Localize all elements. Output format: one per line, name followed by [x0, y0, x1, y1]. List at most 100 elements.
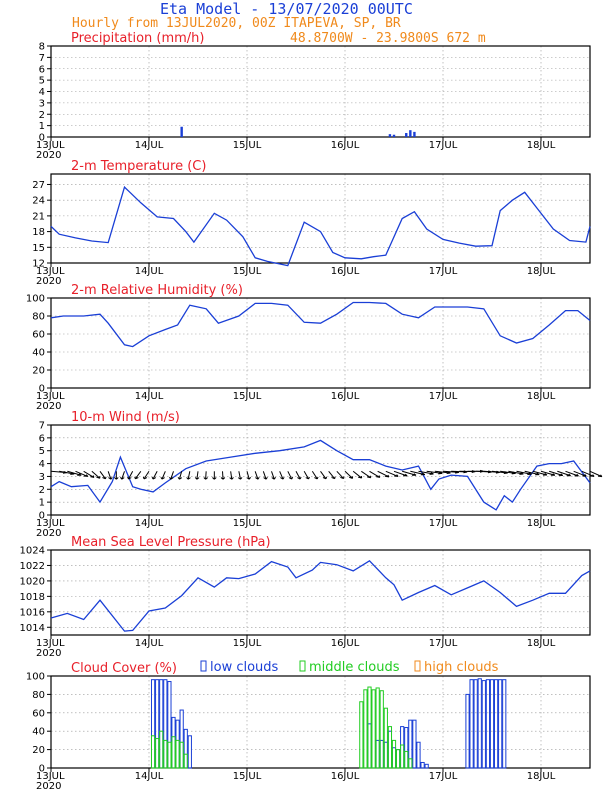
x-tick-label: 17JUL	[429, 266, 458, 277]
wind-vector	[295, 471, 301, 480]
wind-vector-head	[314, 476, 319, 480]
wind-vector	[121, 471, 125, 480]
cloud-bar-low	[465, 693, 470, 769]
wind-vector-head	[582, 474, 587, 477]
cloud-bar-middle	[391, 739, 397, 769]
panel-frame	[50, 173, 591, 264]
wind-line	[50, 439, 591, 511]
wind-vector-head	[322, 476, 328, 480]
x-tick-label: 13JUL	[36, 391, 65, 402]
x-tick-label: 16JUL	[331, 771, 360, 782]
cloud-bar-low	[469, 679, 474, 769]
wind-vector-head	[412, 473, 417, 476]
wind-vector	[271, 471, 275, 480]
x-tick-label: 13JUL	[36, 518, 65, 529]
wind-vector-head	[340, 476, 345, 480]
wind-vector	[67, 470, 82, 476]
wind-vector-head	[597, 474, 603, 478]
cloud-bar-middle	[179, 741, 184, 769]
x-tick-label: 18JUL	[527, 518, 556, 529]
wind-vector-head	[527, 472, 532, 476]
cloud-bar-middle	[395, 749, 401, 769]
y-tick-label: 15	[32, 243, 45, 254]
wind-vector-head	[590, 474, 595, 477]
wind-vector-head	[102, 476, 107, 480]
wind-vector-head	[212, 477, 217, 480]
wind-vector	[352, 470, 362, 479]
y-tick-label: 5	[39, 446, 45, 457]
x-tick-label: 17JUL	[429, 518, 458, 529]
cloud-bar-low	[412, 719, 417, 769]
y-tick-label: 7	[39, 53, 45, 64]
x-tick-year-label: 2020	[36, 528, 61, 539]
y-tick-label: 4	[39, 459, 45, 470]
panel-frame	[50, 45, 591, 138]
y-tick-label: 0	[39, 133, 45, 144]
wind-vector-head	[558, 473, 564, 477]
wind-vector	[557, 470, 571, 477]
wind-vector	[516, 470, 532, 475]
y-tick-label: 12	[32, 259, 45, 270]
x-tick-label: 14JUL	[135, 638, 164, 649]
wind-vector-head	[142, 476, 148, 480]
x-tick-label: 17JUL	[429, 391, 458, 402]
wind-vector-head	[127, 476, 132, 480]
wind-vector-head	[367, 475, 372, 479]
wind-vector	[230, 471, 233, 480]
cloud-bar-low	[477, 678, 482, 769]
precip-bar	[409, 130, 412, 137]
wind-vector-head	[108, 476, 113, 480]
x-tick-label: 18JUL	[527, 638, 556, 649]
wind-vector	[410, 470, 425, 476]
x-tick-label: 13JUL	[36, 638, 65, 649]
y-tick-label: 0	[39, 764, 45, 775]
rh-line	[50, 301, 591, 348]
wind-vector	[491, 470, 508, 474]
x-tick-label: 15JUL	[233, 771, 262, 782]
wind-vector-head	[535, 472, 540, 476]
wind-vector-head	[305, 476, 310, 480]
wind-vector	[75, 470, 88, 477]
wind-vector	[59, 470, 75, 475]
panel-frame	[50, 297, 591, 389]
y-tick-label: 1	[39, 498, 45, 509]
y-tick-label: 5	[39, 76, 45, 87]
cloud-bar-low	[473, 679, 478, 769]
y-tick-label: 40	[32, 348, 45, 359]
wind-vector	[311, 471, 318, 480]
x-tick-label: 18JUL	[527, 771, 556, 782]
wind-vector-head	[194, 477, 200, 480]
cloud-bar-low	[498, 679, 503, 769]
cloud-bar-middle	[150, 735, 156, 769]
wind-vector-head	[394, 474, 399, 477]
wind-vector	[303, 471, 310, 480]
wind-vector-head	[288, 476, 294, 480]
x-tick-year-label: 2020	[36, 150, 61, 161]
x-tick-label: 13JUL	[36, 266, 65, 277]
wind-vector	[320, 470, 327, 480]
wind-vector-head	[574, 473, 579, 477]
wind-vector	[91, 470, 101, 479]
x-tick-year-label: 2020	[36, 276, 61, 287]
wind-vector	[336, 470, 344, 479]
wind-vector	[418, 470, 434, 475]
wind-vector	[540, 470, 555, 476]
x-tick-label: 16JUL	[331, 638, 360, 649]
wind-vector-head	[349, 476, 354, 479]
wind-vector	[565, 470, 579, 477]
x-tick-year-label: 2020	[36, 648, 61, 659]
station-coords: 48.8700W - 23.9800S 672 m	[290, 31, 486, 46]
wind-vector	[361, 470, 372, 479]
y-tick-label: 8	[39, 42, 45, 53]
cloud-bar-middle	[167, 741, 172, 769]
x-tick-label: 13JUL	[36, 140, 65, 151]
x-tick-label: 18JUL	[527, 391, 556, 402]
wind-vector-head	[114, 477, 119, 480]
y-tick-label: 1	[39, 121, 45, 132]
cloud-bar-middle	[375, 687, 380, 769]
wind-vector-head	[429, 472, 434, 475]
wind-vector-head	[186, 477, 191, 480]
x-tick-label: 16JUL	[331, 140, 360, 151]
wind-vector-head	[403, 473, 408, 477]
wind-vector	[170, 471, 174, 480]
